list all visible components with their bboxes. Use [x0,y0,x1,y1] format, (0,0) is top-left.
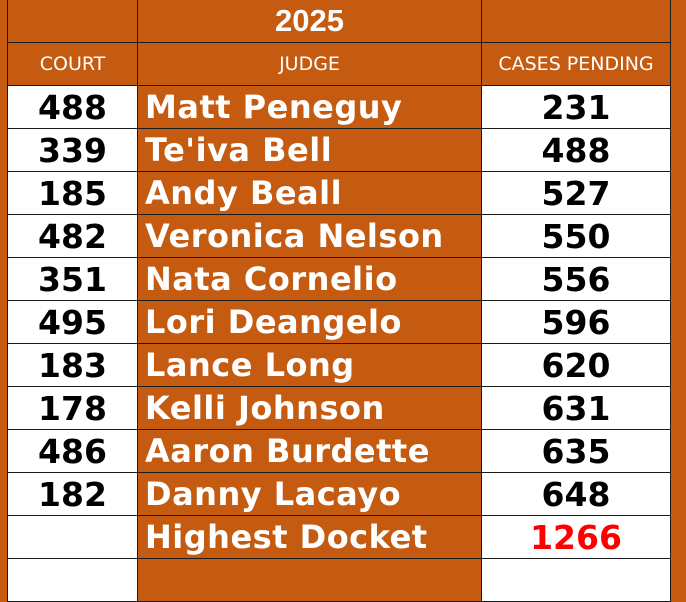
judge-cell: Danny Lacayo [137,472,482,516]
header-court: COURT [7,42,138,86]
court-cell: 495 [7,300,138,344]
table-row: 482 Veronica Nelson 550 [7,214,671,258]
empty-row [7,558,671,602]
cases-cell: 488 [481,128,671,172]
title-cell-empty [481,0,671,43]
judge-cell: Nata Cornelio [137,257,482,301]
court-cell: 178 [7,386,138,430]
judge-cell: Lance Long [137,343,482,387]
table-row: 495 Lori Deangelo 596 [7,300,671,344]
court-cell: 339 [7,128,138,172]
table-row: 182 Danny Lacayo 648 [7,472,671,516]
table-row: 339 Te'iva Bell 488 [7,128,671,172]
empty-cell [481,558,671,602]
table-title: 2025 [137,0,482,43]
court-cell: 488 [7,85,138,129]
cases-cell: 635 [481,429,671,473]
cases-cell: 648 [481,472,671,516]
court-cell: 351 [7,257,138,301]
cases-cell: 596 [481,300,671,344]
table-row: 185 Andy Beall 527 [7,171,671,215]
judge-cell: Matt Peneguy [137,85,482,129]
judge-cell: Te'iva Bell [137,128,482,172]
court-cell: 482 [7,214,138,258]
summary-empty-cell [7,515,138,559]
empty-cell [7,558,138,602]
header-cases: CASES PENDING [481,42,671,86]
summary-label: Highest Docket [137,515,482,559]
table-row: 183 Lance Long 620 [7,343,671,387]
table-row: 351 Nata Cornelio 556 [7,257,671,301]
court-cell: 183 [7,343,138,387]
judge-cell: Lori Deangelo [137,300,482,344]
court-cell: 182 [7,472,138,516]
table-row: 486 Aaron Burdette 635 [7,429,671,473]
court-cell: 185 [7,171,138,215]
header-judge: JUDGE [137,42,482,86]
judge-cell: Aaron Burdette [137,429,482,473]
cases-cell: 231 [481,85,671,129]
title-cell-empty [7,0,138,43]
cases-cell: 556 [481,257,671,301]
summary-value: 1266 [481,515,671,559]
judge-cell: Kelli Johnson [137,386,482,430]
cases-cell: 550 [481,214,671,258]
header-row: COURT JUDGE CASES PENDING [7,42,671,86]
empty-cell [137,558,482,602]
judges-table: 2025 COURT JUDGE CASES PENDING 488 Matt … [7,0,671,602]
judge-cell: Veronica Nelson [137,214,482,258]
table-row: 488 Matt Peneguy 231 [7,85,671,129]
court-cell: 486 [7,429,138,473]
cases-cell: 527 [481,171,671,215]
title-row: 2025 [7,0,671,43]
judge-cell: Andy Beall [137,171,482,215]
table-row: 178 Kelli Johnson 631 [7,386,671,430]
cases-cell: 631 [481,386,671,430]
summary-row: Highest Docket 1266 [7,515,671,559]
cases-cell: 620 [481,343,671,387]
